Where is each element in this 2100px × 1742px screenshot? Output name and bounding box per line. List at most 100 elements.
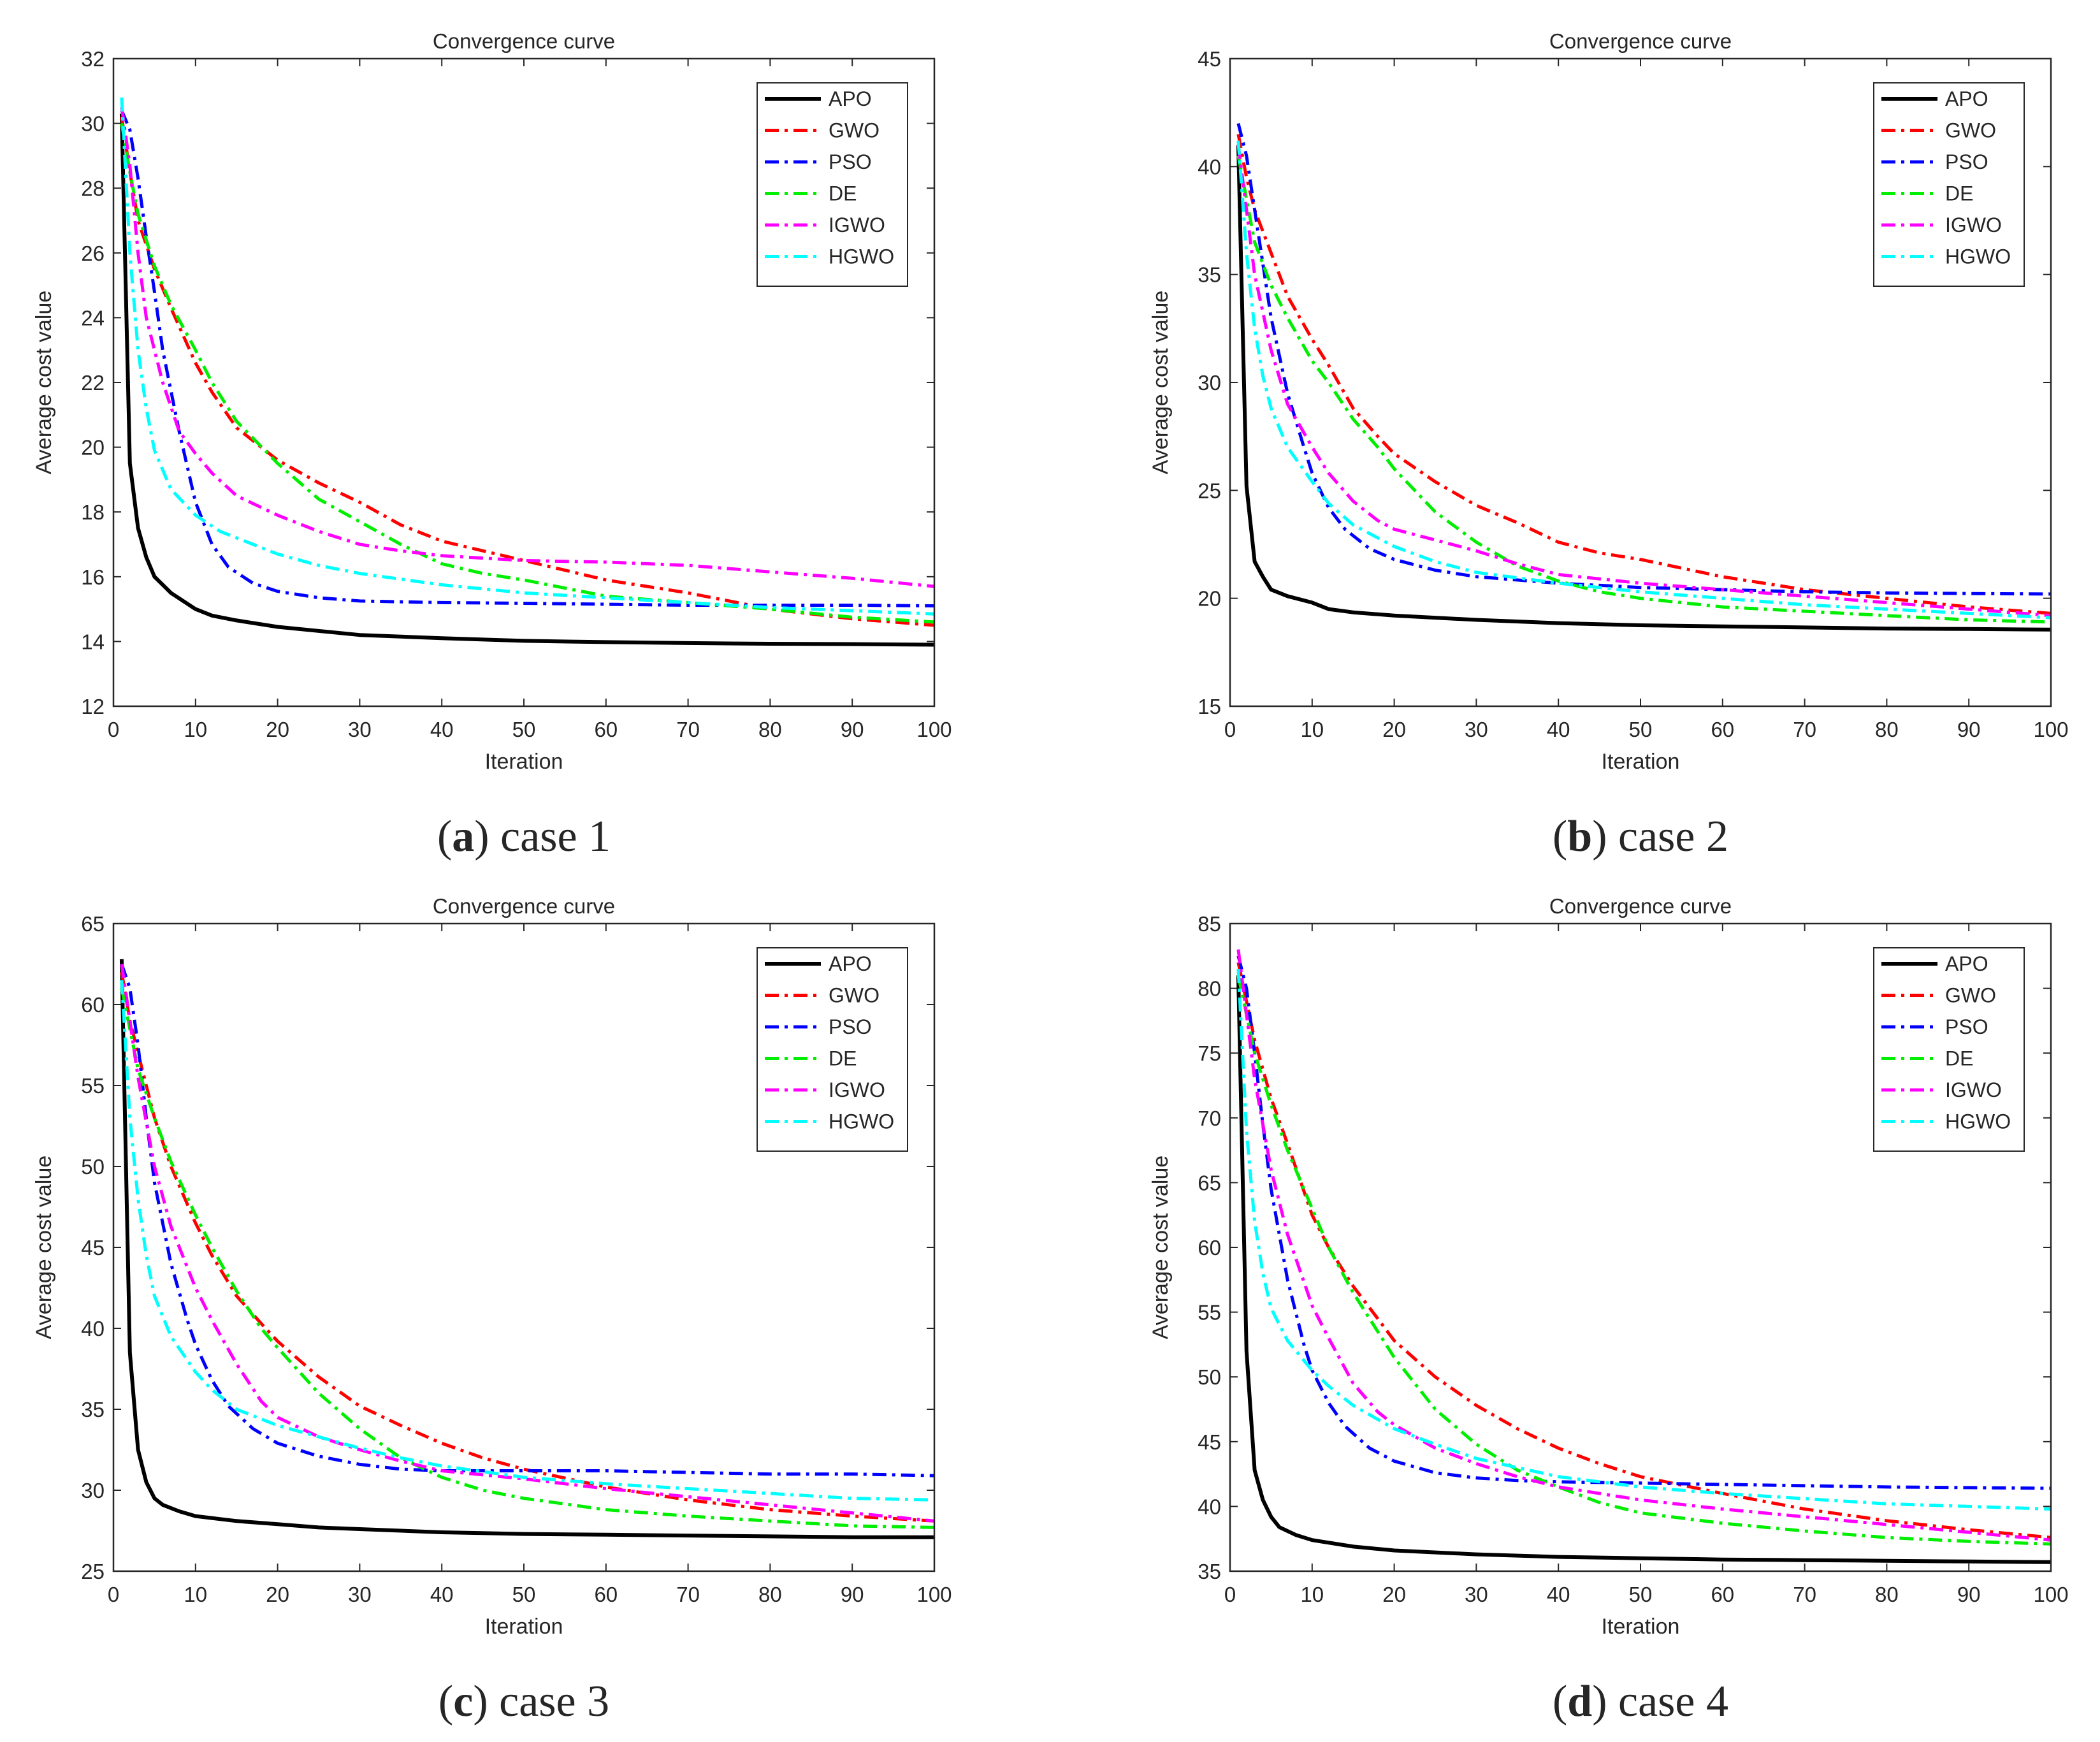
x-tick-label: 90 [1957, 1583, 1981, 1606]
series-line-hgwo [1236, 968, 2052, 1511]
x-tick-label: 80 [758, 718, 782, 741]
legend-label: PSO [1945, 150, 1988, 173]
caption-letter: b [1567, 812, 1592, 861]
x-tick-label: 30 [348, 718, 372, 741]
x-tick-label: 90 [841, 1583, 864, 1606]
series-line-apo [1236, 145, 2052, 632]
caption-paren-open: ( [438, 1677, 453, 1726]
x-tick-label: 30 [1465, 718, 1488, 741]
series-line-de [1236, 155, 2052, 624]
caption-letter: a [452, 812, 474, 861]
x-tick-label: 10 [1300, 1583, 1324, 1606]
x-tick-label: 70 [1793, 1583, 1816, 1606]
legend-label: DE [829, 182, 857, 205]
x-tick-label: 20 [266, 1583, 289, 1606]
caption-letter: d [1567, 1677, 1592, 1726]
x-tick-label: 50 [512, 1583, 536, 1606]
y-tick-label: 55 [81, 1074, 105, 1098]
y-tick-label: 24 [81, 306, 105, 330]
legend: APO GWO PSO DE IGWO HGWO [757, 82, 908, 287]
x-tick-label: 40 [430, 718, 454, 741]
y-tick-label: 18 [81, 500, 105, 524]
panel-caption: (d) case 4 [1553, 1677, 1728, 1726]
series-line-apo [119, 959, 934, 1539]
y-tick-label: 60 [1198, 1236, 1221, 1259]
y-tick-label: 40 [1198, 155, 1221, 178]
series-line-hgwo [120, 980, 935, 1502]
x-tick-label: 40 [430, 1583, 454, 1606]
legend-label: GWO [829, 984, 880, 1007]
x-tick-label: 50 [512, 718, 536, 741]
legend-box [1873, 82, 2025, 287]
legend-label: GWO [1945, 119, 1996, 142]
y-tick-label: 30 [81, 112, 105, 136]
x-tick-label: 10 [1300, 718, 1324, 741]
caption-paren-open: ( [437, 812, 452, 861]
series-line-pso [120, 963, 935, 1477]
x-tick-label: 40 [1547, 718, 1570, 741]
series-line-apo [1236, 975, 2052, 1564]
series-line-gwo [1236, 962, 2052, 1539]
y-tick-label: 22 [81, 371, 105, 395]
caption-letter: c [453, 1677, 473, 1726]
y-axis-label: Average cost value [32, 291, 56, 475]
legend-box [757, 82, 908, 287]
legend-label: GWO [829, 119, 880, 142]
x-axis-label: Iteration [1602, 750, 1680, 774]
y-tick-label: 16 [81, 565, 105, 589]
x-tick-label: 50 [1629, 718, 1653, 741]
y-tick-label: 65 [81, 912, 105, 936]
series-line-igwo [1236, 949, 2052, 1542]
y-tick-label: 75 [1198, 1042, 1221, 1065]
legend: APO GWO PSO DE IGWO HGWO [1873, 82, 2025, 287]
legend-label: DE [1945, 1047, 1973, 1070]
legend-label: HGWO [829, 1110, 894, 1133]
y-tick-label: 70 [1198, 1107, 1221, 1130]
caption-paren-open: ( [1553, 812, 1567, 861]
y-tick-label: 28 [81, 177, 105, 200]
legend-label: APO [1945, 952, 1988, 975]
x-tick-label: 0 [1224, 718, 1236, 741]
y-tick-label: 45 [1198, 47, 1221, 71]
x-tick-label: 0 [108, 718, 119, 741]
y-tick-label: 40 [81, 1317, 105, 1340]
series-line-de [1236, 975, 2052, 1546]
legend-label: GWO [1945, 984, 1996, 1007]
chart-panel-c: Convergence curve 0 10 20 30 40 50 60 70 80 90 100 2… [32, 894, 952, 1726]
y-axis-label: Average cost value [1148, 291, 1173, 475]
legend-label: PSO [829, 1015, 872, 1038]
legend-label: IGWO [1945, 214, 2002, 236]
y-tick-label: 35 [1198, 263, 1221, 287]
panel-caption: (a) case 1 [437, 812, 611, 861]
y-tick-label: 45 [1198, 1430, 1221, 1454]
y-tick-label: 55 [1198, 1301, 1221, 1325]
x-tick-label: 30 [348, 1583, 372, 1606]
x-tick-label: 60 [594, 1583, 618, 1606]
y-tick-label: 30 [1198, 371, 1221, 395]
y-tick-label: 30 [81, 1479, 105, 1502]
y-tick-label: 15 [1198, 695, 1221, 718]
series-line-gwo [120, 117, 935, 627]
caption-paren-open: ( [1553, 1677, 1567, 1726]
series-line-pso [1236, 955, 2052, 1490]
y-tick-label: 60 [81, 993, 105, 1017]
series-line-igwo [120, 964, 935, 1523]
legend-box [1873, 947, 2025, 1152]
caption-paren-close: ) [473, 1677, 499, 1726]
series-line-de [120, 988, 935, 1529]
x-tick-label: 30 [1465, 1583, 1488, 1606]
y-tick-label: 80 [1198, 977, 1221, 1001]
x-tick-label: 100 [916, 718, 952, 741]
x-tick-label: 100 [2033, 1583, 2068, 1606]
x-tick-label: 20 [266, 718, 289, 741]
chart-title: Convergence curve [433, 29, 615, 53]
axes-box [1229, 922, 2052, 1572]
x-tick-label: 10 [184, 1583, 207, 1606]
x-tick-label: 70 [676, 718, 700, 741]
x-tick-label: 70 [676, 1583, 700, 1606]
legend-label: IGWO [829, 1078, 885, 1101]
y-tick-label: 25 [81, 1560, 105, 1583]
x-tick-label: 10 [184, 718, 207, 741]
x-tick-label: 20 [1382, 1583, 1406, 1606]
